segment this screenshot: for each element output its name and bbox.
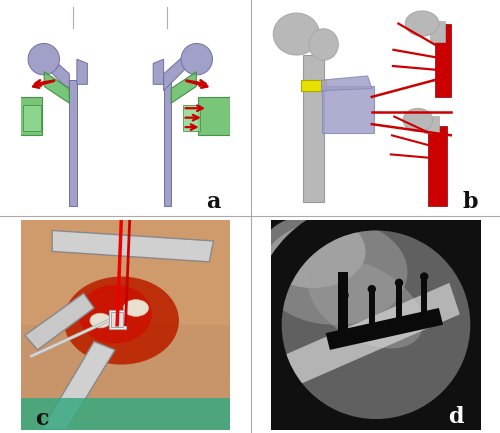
Bar: [10, 97, 42, 135]
Circle shape: [340, 291, 349, 300]
Bar: [368, 289, 375, 335]
Polygon shape: [326, 308, 443, 350]
Bar: [430, 22, 445, 42]
Wedge shape: [250, 199, 500, 433]
Bar: [434, 23, 452, 97]
Polygon shape: [48, 55, 70, 90]
Polygon shape: [282, 283, 460, 388]
Bar: [164, 80, 171, 206]
Ellipse shape: [403, 108, 432, 132]
Bar: [111, 312, 124, 327]
Circle shape: [368, 285, 376, 293]
Polygon shape: [52, 230, 214, 262]
Text: a: a: [206, 191, 220, 213]
Text: b: b: [462, 191, 478, 213]
Bar: [342, 295, 347, 342]
Ellipse shape: [260, 220, 408, 325]
Circle shape: [181, 43, 212, 75]
Polygon shape: [164, 55, 184, 90]
Bar: [23, 105, 40, 132]
Bar: [70, 80, 77, 206]
Polygon shape: [322, 76, 372, 90]
Polygon shape: [42, 342, 115, 430]
Polygon shape: [153, 59, 164, 84]
Bar: [302, 55, 324, 202]
Bar: [428, 126, 448, 206]
Bar: [20, 398, 231, 430]
Circle shape: [420, 272, 428, 281]
Ellipse shape: [260, 215, 366, 288]
Ellipse shape: [64, 277, 179, 365]
Ellipse shape: [406, 11, 439, 36]
Bar: [396, 283, 402, 329]
Bar: [300, 80, 326, 90]
Ellipse shape: [309, 29, 338, 60]
Bar: [322, 87, 374, 132]
Bar: [421, 277, 428, 323]
Circle shape: [278, 226, 474, 423]
Circle shape: [28, 43, 60, 75]
Bar: [424, 116, 439, 132]
Bar: [338, 272, 347, 346]
Ellipse shape: [90, 313, 111, 328]
Ellipse shape: [124, 300, 148, 317]
Ellipse shape: [308, 259, 423, 349]
Polygon shape: [44, 72, 70, 103]
Polygon shape: [25, 293, 94, 350]
Text: c: c: [35, 408, 48, 430]
Bar: [198, 97, 230, 135]
Ellipse shape: [78, 285, 152, 344]
Bar: [108, 310, 126, 329]
Polygon shape: [77, 59, 88, 84]
Bar: [20, 220, 231, 325]
Text: d: d: [448, 406, 464, 428]
Bar: [182, 105, 200, 132]
Ellipse shape: [274, 13, 320, 55]
Circle shape: [395, 279, 403, 287]
Polygon shape: [171, 72, 196, 103]
